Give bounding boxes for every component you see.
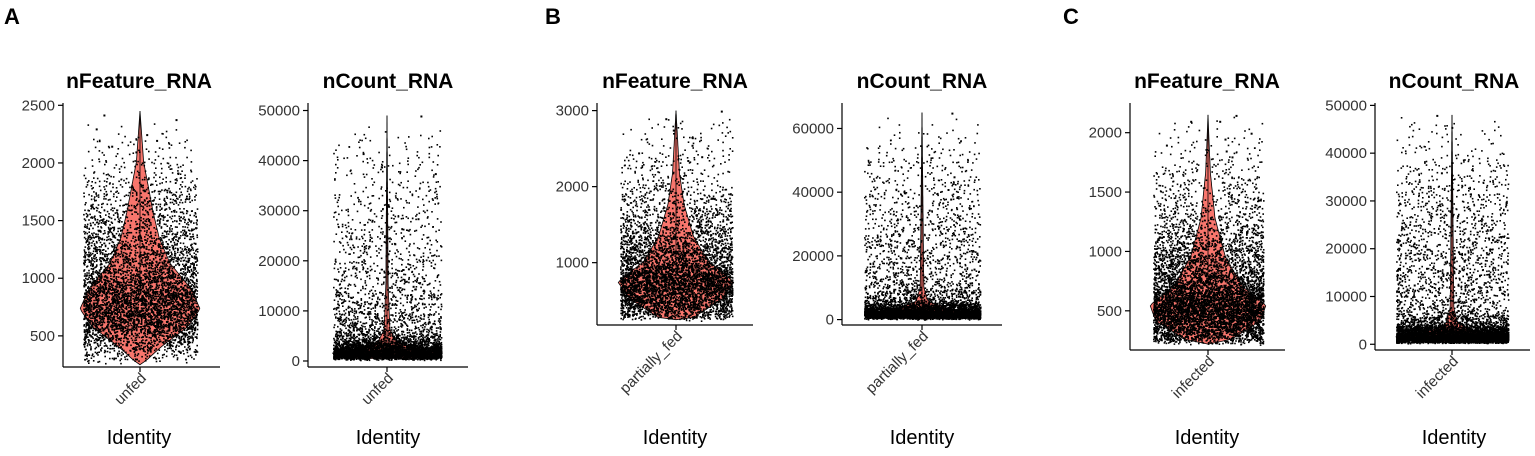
- plot-title: nFeature_RNA: [602, 70, 748, 93]
- plot-title: nCount_RNA: [1389, 70, 1520, 93]
- x-axis-label: Identity: [356, 427, 420, 449]
- violin-marks: [864, 113, 982, 321]
- x-tick-label: partially_fed: [617, 328, 686, 397]
- y-tick-label: 10000: [1325, 288, 1367, 305]
- y-tick-label: 10000: [258, 303, 300, 320]
- y-tick-label: 50000: [1325, 97, 1367, 114]
- plot-title: nFeature_RNA: [1134, 70, 1280, 93]
- y-tick-label: 30000: [258, 203, 300, 220]
- y-ticks: 0 20000 40000 60000: [792, 120, 842, 328]
- y-tick-label: 500: [30, 328, 55, 345]
- y-tick-label: 40000: [258, 153, 300, 170]
- panel-label-b: B: [545, 4, 561, 29]
- x-tick-label: partially_fed: [863, 328, 932, 397]
- x-tick-label: unfed: [111, 370, 150, 409]
- panel-label-a: A: [4, 4, 20, 29]
- x-tick-label: infected: [1413, 353, 1462, 402]
- y-tick-label: 40000: [1325, 145, 1367, 162]
- subplot-c-nfeature: nFeature_RNA 500 1000 1500 2000 infected Id…: [1089, 70, 1285, 449]
- y-tick-label: 2000: [22, 155, 55, 172]
- y-tick-label: 0: [1359, 336, 1367, 353]
- y-tick-label: 1000: [556, 255, 589, 272]
- violin-marks: [1150, 115, 1265, 346]
- subplot-a-nfeature: nFeature_RNA 500 1000 1500 2000 2500 unfed I…: [22, 70, 220, 449]
- y-tick-label: 1000: [22, 270, 55, 287]
- subplot-a-ncount: nCount_RNA 0 10000 20000 30000 40000 50000 un…: [258, 70, 468, 449]
- plot-title: nCount_RNA: [323, 70, 454, 93]
- y-tick-label: 50000: [258, 103, 300, 120]
- y-tick-label: 1000: [1089, 243, 1122, 260]
- y-tick-label: 2000: [556, 179, 589, 196]
- x-tick-label: infected: [1169, 353, 1218, 402]
- subplot-c-ncount: nCount_RNA 0 10000 20000 30000 40000 50000 in…: [1325, 70, 1530, 449]
- y-tick-label: 500: [1097, 303, 1122, 320]
- y-tick-label: 60000: [792, 120, 834, 137]
- panel-label-c: C: [1063, 4, 1079, 29]
- violin-marks: [618, 111, 733, 322]
- y-ticks: 0 10000 20000 30000 40000 50000: [258, 103, 308, 370]
- y-tick-label: 2000: [1089, 125, 1122, 142]
- y-ticks: 500 1000 1500 2000 2500: [22, 97, 63, 345]
- subplot-b-ncount: nCount_RNA 0 20000 40000 60000 partially_fe…: [792, 70, 1002, 449]
- y-tick-label: 20000: [258, 253, 300, 270]
- x-axis-label: Identity: [1175, 427, 1239, 449]
- y-tick-label: 0: [292, 353, 300, 370]
- x-axis-label: Identity: [107, 427, 171, 449]
- violin-marks: [80, 111, 200, 365]
- y-tick-label: 0: [826, 312, 834, 329]
- y-tick-label: 40000: [792, 184, 834, 201]
- x-tick-label: unfed: [358, 370, 397, 409]
- plot-title: nFeature_RNA: [66, 70, 212, 93]
- y-tick-label: 20000: [1325, 241, 1367, 258]
- x-axis-label: Identity: [643, 427, 707, 449]
- plot-title: nCount_RNA: [857, 70, 988, 93]
- x-axis-label: Identity: [890, 427, 954, 449]
- y-ticks: 500 1000 1500 2000: [1089, 125, 1130, 320]
- violin-marks: [1396, 115, 1510, 345]
- y-ticks: 1000 2000 3000: [556, 103, 597, 272]
- y-tick-label: 1500: [1089, 184, 1122, 201]
- y-tick-label: 30000: [1325, 193, 1367, 210]
- y-ticks: 0 10000 20000 30000 40000 50000: [1325, 97, 1375, 353]
- y-tick-label: 3000: [556, 103, 589, 120]
- y-tick-label: 2500: [22, 97, 55, 114]
- y-tick-label: 1500: [22, 213, 55, 230]
- x-axis-label: Identity: [1422, 427, 1486, 449]
- violin-marks: [332, 116, 442, 362]
- y-tick-label: 20000: [792, 248, 834, 265]
